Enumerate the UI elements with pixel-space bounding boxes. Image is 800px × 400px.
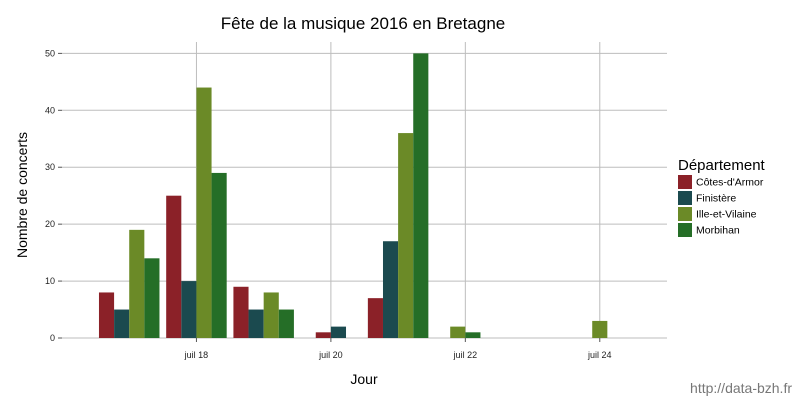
y-tick-label: 20 bbox=[45, 219, 55, 229]
x-tick-labels: juil 18 juil 20 juil 22 juil 24 bbox=[184, 338, 612, 360]
bar-ille-et-vilaine-2016-07-22 bbox=[450, 326, 466, 338]
x-axis-title: Jour bbox=[350, 371, 378, 387]
bar-morbihan-2016-07-22 bbox=[465, 332, 481, 338]
legend-title: Département bbox=[678, 157, 766, 174]
bar-morbihan-2016-07-17 bbox=[144, 258, 160, 338]
bar-morbihan-2016-07-18 bbox=[211, 172, 227, 338]
legend-label: Finistère bbox=[696, 193, 736, 205]
bar-morbihan-2016-07-21 bbox=[413, 53, 429, 338]
bar-c-tes-d-armor-2016-07-20 bbox=[315, 332, 331, 338]
bar-c-tes-d-armor-2016-07-19 bbox=[233, 286, 249, 338]
bar-finist-re-2016-07-18 bbox=[181, 281, 197, 338]
bar-ille-et-vilaine-2016-07-18 bbox=[196, 87, 212, 338]
bar-ille-et-vilaine-2016-07-24 bbox=[592, 320, 608, 338]
bar-ille-et-vilaine-2016-07-21 bbox=[398, 133, 414, 338]
x-tick-label: juil 22 bbox=[453, 350, 478, 360]
bar-c-tes-d-armor-2016-07-17 bbox=[98, 292, 115, 338]
x-tick-label: juil 20 bbox=[318, 350, 343, 360]
y-axis-title: Nombre de concerts bbox=[14, 132, 30, 258]
y-tick-label: 40 bbox=[45, 105, 55, 115]
bar-c-tes-d-armor-2016-07-18 bbox=[166, 195, 182, 338]
legend-label: Ille-et-Vilaine bbox=[696, 209, 757, 221]
y-tick-label: 10 bbox=[45, 276, 55, 286]
bar-finist-re-2016-07-21 bbox=[382, 241, 399, 338]
y-tick-label: 50 bbox=[45, 48, 55, 58]
grid bbox=[62, 42, 667, 339]
x-tick-label: juil 24 bbox=[587, 350, 612, 360]
bar-ille-et-vilaine-2016-07-17 bbox=[129, 229, 145, 338]
bars bbox=[98, 53, 608, 338]
legend-swatch bbox=[678, 207, 692, 221]
bar-morbihan-2016-07-19 bbox=[278, 309, 294, 338]
x-tick-label: juil 18 bbox=[184, 350, 209, 360]
y-tick-labels: 0 10 20 30 40 50 bbox=[45, 48, 62, 343]
legend: Département Côtes-d'Armor Finistère Ille-e… bbox=[678, 157, 766, 237]
chart-title: Fête de la musique 2016 en Bretagne bbox=[221, 14, 505, 33]
watermark: http://data-bzh.fr bbox=[690, 380, 792, 396]
y-tick-label: 0 bbox=[50, 333, 55, 343]
bar-ille-et-vilaine-2016-07-19 bbox=[263, 292, 279, 338]
bar-c-tes-d-armor-2016-07-21 bbox=[367, 298, 383, 338]
legend-label: Côtes-d'Armor bbox=[696, 177, 764, 189]
bar-finist-re-2016-07-20 bbox=[330, 326, 347, 338]
bar-finist-re-2016-07-19 bbox=[248, 309, 264, 338]
legend-swatch bbox=[678, 223, 692, 237]
legend-label: Morbihan bbox=[696, 225, 740, 237]
legend-swatch bbox=[678, 175, 692, 189]
y-tick-label: 30 bbox=[45, 162, 55, 172]
legend-swatch bbox=[678, 191, 692, 205]
bar-finist-re-2016-07-17 bbox=[114, 309, 130, 338]
